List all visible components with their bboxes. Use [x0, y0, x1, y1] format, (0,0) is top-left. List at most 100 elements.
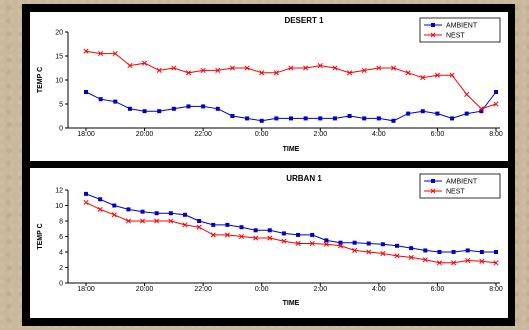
data-point: [465, 248, 470, 253]
data-point: [98, 97, 103, 102]
data-point: [139, 218, 146, 224]
data-point: [215, 106, 220, 111]
x-tick-label: 8:00: [489, 286, 503, 293]
data-point: [406, 111, 411, 116]
x-tick-label: 18:00: [77, 286, 95, 293]
data-point: [409, 246, 414, 251]
data-point: [171, 65, 177, 71]
x-axis-title: TIME: [283, 300, 300, 307]
data-point: [185, 70, 192, 76]
data-point: [494, 90, 498, 94]
y-tick-label: 4: [59, 250, 63, 257]
data-point: [337, 243, 344, 249]
data-point: [98, 51, 104, 57]
data-point: [347, 70, 353, 76]
x-tick-label: 6:00: [431, 131, 445, 138]
data-point: [83, 48, 89, 54]
y-tick-label: 8: [59, 219, 63, 226]
y-tick-label: 0: [59, 281, 63, 288]
y-tick-label: 12: [55, 188, 63, 195]
data-point: [288, 65, 294, 71]
data-point: [157, 109, 162, 114]
data-point: [127, 63, 133, 69]
data-point: [112, 203, 117, 208]
y-tick-label: 20: [55, 30, 63, 37]
urban-chart-panel: URBAN 1 0 2 4 6 8 10 12 TEMP C 18:00 20:00 22:00 0:0…: [30, 168, 508, 318]
y-tick-label: 5: [59, 102, 63, 109]
data-point: [408, 254, 414, 260]
data-point: [239, 225, 244, 230]
data-point: [171, 106, 176, 111]
y-tick-label: 10: [55, 203, 63, 210]
legend-marker: [430, 188, 436, 194]
x-tick-label: 4:00: [372, 286, 386, 293]
x-tick-label: 8:00: [489, 131, 503, 138]
legend-label: NEST: [446, 33, 465, 40]
data-point: [332, 116, 337, 121]
data-point: [140, 209, 145, 214]
data-point: [323, 241, 329, 247]
data-point: [111, 212, 117, 218]
data-point: [451, 260, 457, 266]
data-point: [394, 253, 400, 259]
data-point: [98, 197, 103, 202]
urban-chart: URBAN 1 0 2 4 6 8 10 12 TEMP C 18:00 20:00 22:00 0:0…: [37, 173, 503, 307]
data-point: [437, 250, 442, 254]
data-point: [464, 91, 470, 97]
data-point: [317, 63, 323, 69]
legend-marker: [431, 179, 435, 183]
series-line-nest: [85, 50, 497, 110]
data-point: [196, 224, 202, 230]
data-point: [274, 116, 279, 121]
data-point: [84, 191, 88, 196]
data-point: [420, 109, 425, 114]
data-point: [83, 199, 89, 205]
data-point: [215, 67, 221, 73]
data-point: [434, 72, 440, 78]
data-point: [380, 250, 386, 257]
series-line-ambient: [85, 193, 496, 253]
data-point: [310, 232, 315, 237]
data-point: [154, 218, 160, 224]
data-point: [281, 238, 287, 244]
data-point: [376, 116, 381, 121]
legend-marker: [431, 23, 435, 27]
data-point: [362, 116, 367, 121]
data-point: [309, 240, 315, 247]
y-axis-title: TEMP C: [37, 223, 44, 249]
data-point: [97, 206, 103, 212]
data-point: [154, 211, 159, 216]
data-point: [451, 250, 456, 254]
data-point: [244, 65, 250, 71]
data-point: [422, 257, 428, 263]
y-tick-label: 0: [59, 126, 63, 133]
desert-chart: DESERT 1 0 5 10 15 20 TEMP C 18:00 20:00 22:00 0:0…: [37, 16, 503, 153]
data-point: [229, 65, 235, 71]
data-point: [352, 240, 357, 245]
data-point: [450, 116, 455, 121]
data-point: [224, 232, 230, 238]
data-point: [347, 114, 352, 118]
data-point: [238, 233, 245, 240]
y-tick-label: 15: [55, 54, 63, 61]
data-point: [494, 250, 498, 254]
data-point: [259, 118, 264, 123]
x-tick-label: 0:00: [255, 131, 269, 138]
y-tick-label: 10: [55, 78, 63, 85]
data-point: [296, 232, 301, 237]
data-point: [289, 116, 293, 121]
data-point: [253, 235, 259, 241]
data-point: [405, 70, 411, 76]
data-point: [324, 238, 329, 243]
data-point: [127, 106, 132, 111]
data-point: [380, 242, 385, 247]
data-point: [156, 67, 162, 73]
data-point: [112, 51, 118, 57]
x-tick-label: 2:00: [313, 286, 327, 293]
chart-title: URBAN 1: [286, 174, 322, 183]
y-tick-label: 6: [59, 234, 63, 241]
data-point: [352, 247, 358, 254]
legend-box: [419, 173, 501, 199]
data-point: [318, 116, 323, 121]
data-point: [361, 67, 367, 73]
